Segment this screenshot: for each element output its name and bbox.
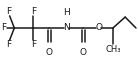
Text: O: O (46, 48, 53, 57)
Text: F: F (31, 7, 36, 16)
Text: F: F (6, 40, 11, 49)
Text: N: N (63, 23, 70, 32)
Text: CH₃: CH₃ (105, 45, 121, 54)
Text: F: F (31, 40, 36, 49)
Text: O: O (80, 48, 87, 57)
Text: F: F (6, 7, 11, 16)
Text: F: F (1, 23, 6, 32)
Text: O: O (95, 23, 102, 32)
Text: H: H (63, 8, 70, 17)
